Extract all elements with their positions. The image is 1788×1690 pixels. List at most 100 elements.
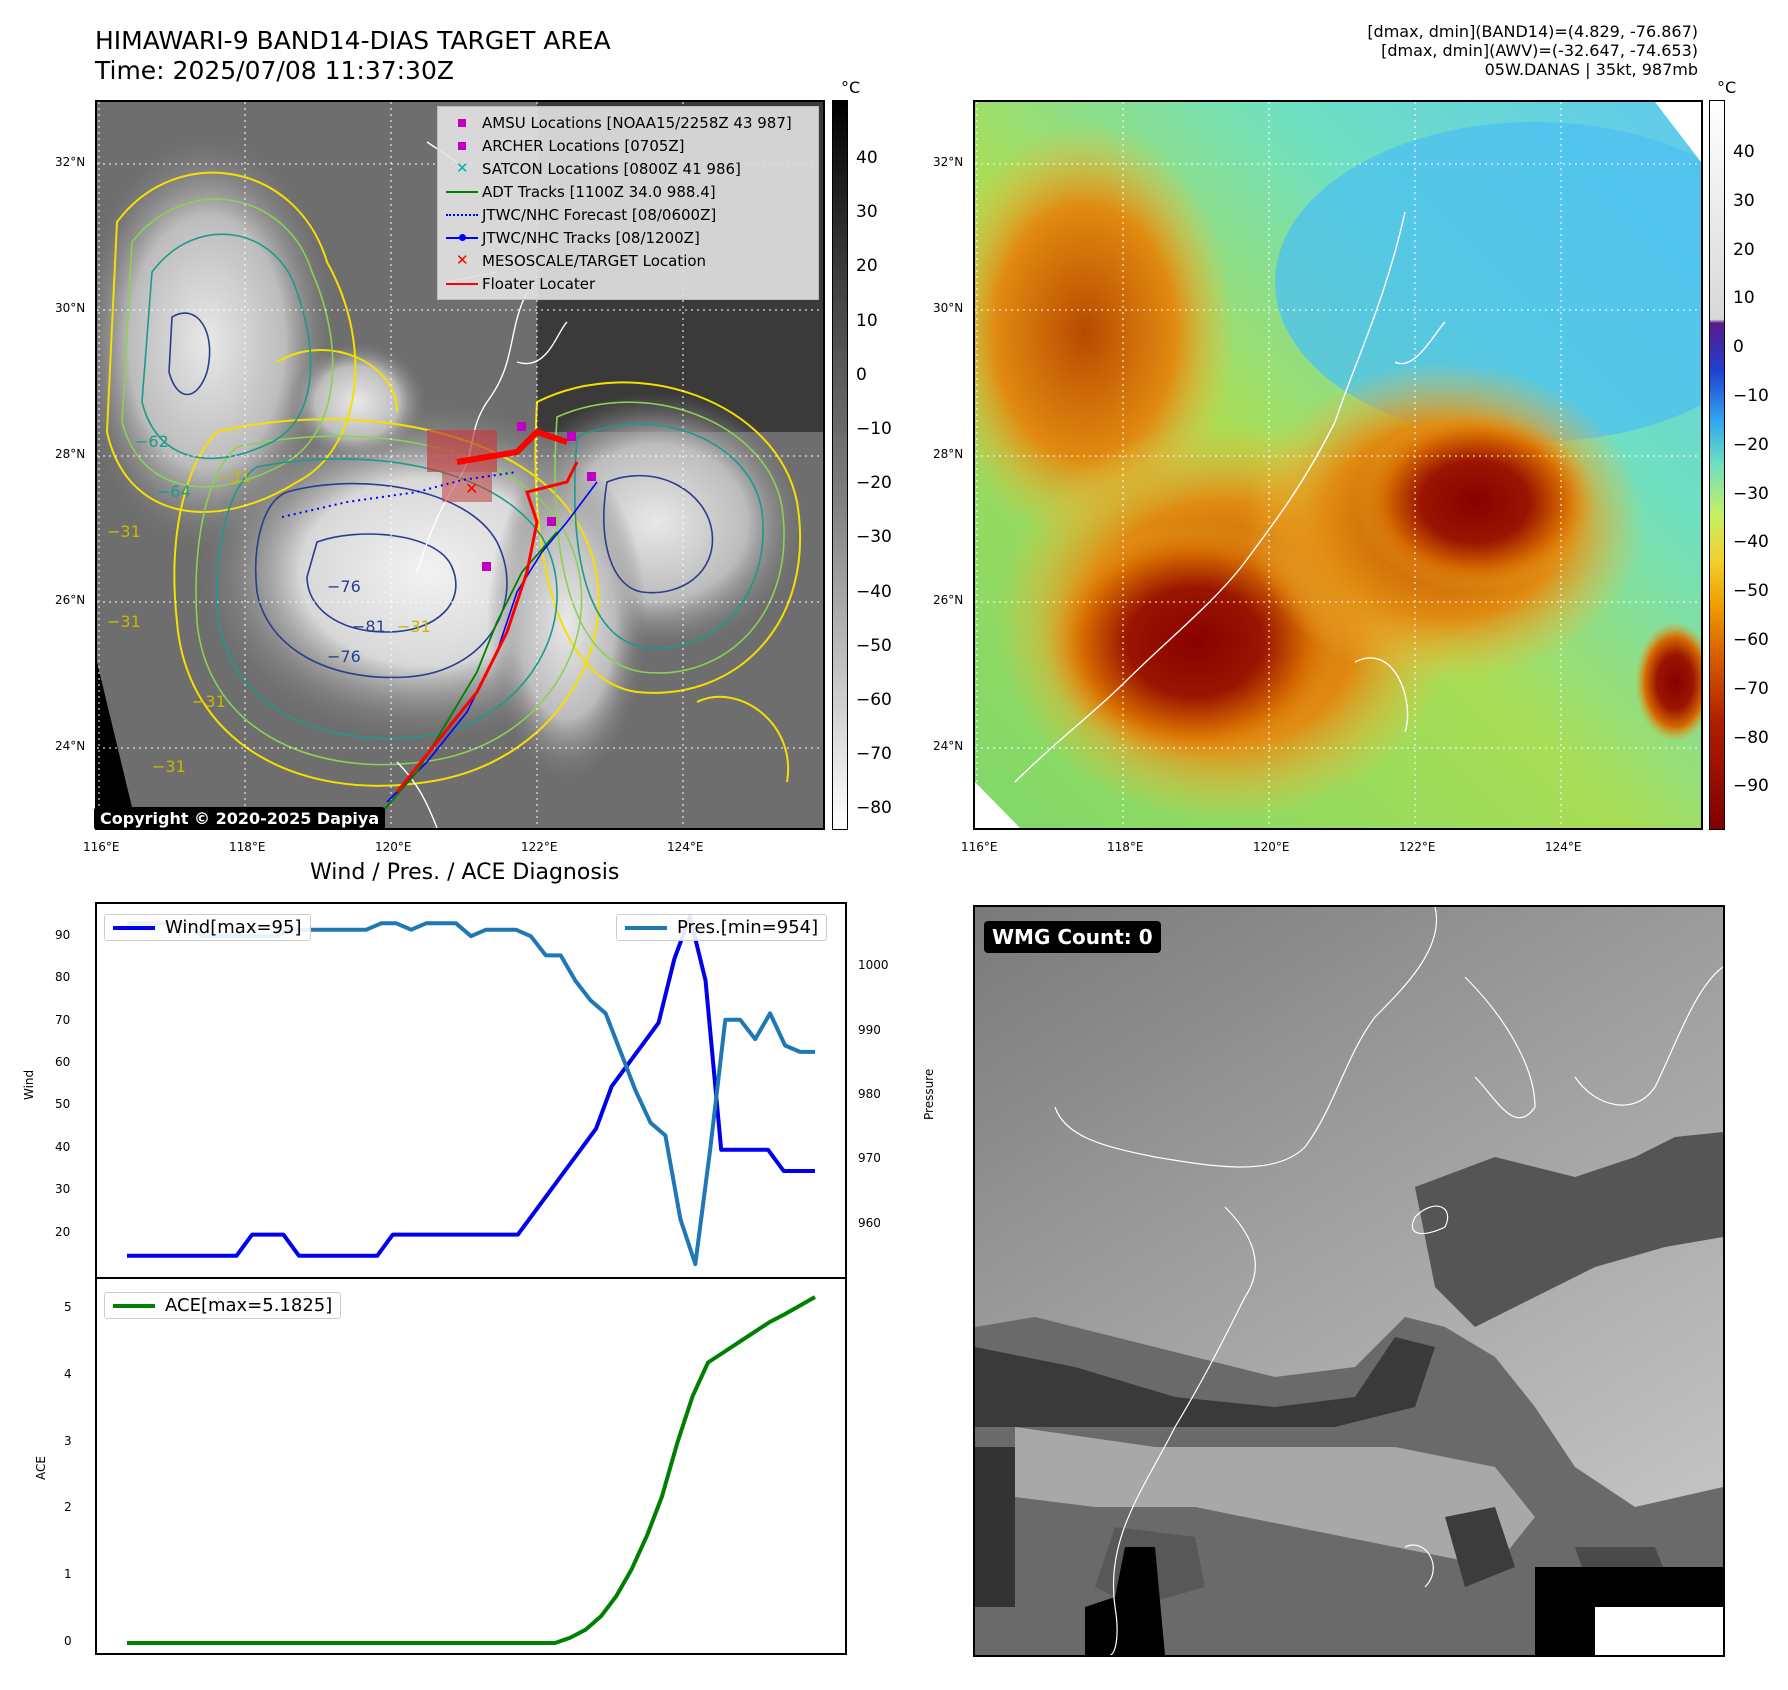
legend-entry: AMSU Locations [NOAA15/2258Z 43 987] [444,111,812,134]
info-block: [dmax, dmin](BAND14)=(4.829, -76.867) [d… [1367,22,1698,79]
legend-entry: ADT Tracks [1100Z 34.0 988.4] [444,180,812,203]
wv-colorbar-unit: °C [1717,78,1737,97]
wv-colorbar-tick: 0 [1733,337,1744,358]
wv-colorbar-tick: 10 [1733,288,1755,309]
ace-tick-label: 0 [64,1633,72,1648]
lon-tick-label: 118°E [229,840,266,854]
legend-symbol-icon [444,183,482,201]
legend-label: ARCHER Locations [0705Z] [482,136,685,155]
wind-tick-label: 80 [55,970,71,985]
wind-legend-label: Wind[max=95] [165,917,302,938]
contour-label: −31 [192,692,226,711]
legend-entry: Floater Locater [444,272,812,295]
pressure-tick-label: 960 [858,1215,881,1230]
legend-entry: ✕ MESOSCALE/TARGET Location [444,249,812,272]
wmg-count-badge: WMG Count: 0 [984,921,1161,953]
wind-tick-label: 40 [55,1139,71,1154]
lon-tick-label: 118°E [1107,840,1144,854]
ir-colorbar-tick: −80 [856,798,892,819]
lon-tick-label: 116°E [961,840,998,854]
legend-entry: JTWC/NHC Tracks [08/1200Z] [444,226,812,249]
lon-tick-label: 116°E [83,840,120,854]
contour-label: −31 [107,612,141,631]
contour-label: −76 [327,577,361,596]
contour-label: −31 [152,757,186,776]
legend-label: SATCON Locations [0800Z 41 986] [482,159,741,178]
ir-colorbar-tick: −10 [856,419,892,439]
wv-colorbar [1709,100,1725,830]
info-line-band14: [dmax, dmin](BAND14)=(4.829, -76.867) [1367,22,1698,41]
diag-title: Wind / Pres. / ACE Diagnosis [310,860,620,885]
pressure-tick-label: 990 [858,1022,881,1037]
pres-legend: Pres.[min=954] [616,914,828,941]
ir-colorbar-tick: −40 [856,581,892,602]
wv-colorbar-tick: 40 [1733,142,1755,162]
wind-tick-label: 60 [55,1055,71,1070]
pres-legend-label: Pres.[min=954] [677,917,819,938]
ir-colorbar-tick: −20 [856,473,892,494]
ace-tick-label: 5 [64,1300,72,1315]
legend-entry: ✕ SATCON Locations [0800Z 41 986] [444,157,812,180]
ir-colorbar-unit: °C [841,78,861,97]
contour-label: −31 [397,617,431,636]
pres-legend-swatch [625,925,667,930]
contour-label: −81 [352,617,386,636]
contour-label: −62 [135,432,169,451]
wv-map-svg [975,102,1701,828]
legend-label: JTWC/NHC Tracks [08/1200Z] [482,228,700,247]
lat-tick-label: 30°N [933,301,964,315]
info-line-storm: 05W.DANAS | 35kt, 987mb [1484,60,1698,79]
legend-symbol-icon [444,114,482,132]
lon-tick-label: 120°E [1253,840,1290,854]
ir-colorbar-tick: −50 [856,635,892,656]
wind-tick-label: 70 [55,1012,71,1027]
ir-colorbar-tick: 20 [856,256,878,277]
ace-legend-label: ACE[max=5.1825] [165,1295,333,1316]
ace-tick-label: 1 [64,1567,72,1582]
pressure-tick-label: 1000 [858,958,889,973]
lon-tick-label: 120°E [375,840,412,854]
ace-legend: ACE[max=5.1825] [104,1292,342,1319]
wind-tick-label: 30 [55,1182,71,1197]
copyright-badge: Copyright © 2020-2025 Dapiya [94,807,386,830]
wv-colorbar-tick: −90 [1733,776,1769,797]
legend-entry: ARCHER Locations [0705Z] [444,134,812,157]
contour-label: −64 [157,482,191,501]
lat-tick-label: 26°N [933,593,964,607]
ir-colorbar-tick: −30 [856,527,892,548]
wv-map-panel [973,100,1703,830]
pressure-tick-label: 980 [858,1086,881,1101]
ace-axis-label: ACE [34,1456,48,1480]
ir-colorbar-tick: 30 [856,202,878,223]
wind-legend-swatch [113,925,155,930]
legend-label: JTWC/NHC Forecast [08/0600Z] [482,205,717,224]
wind-tick-label: 20 [55,1224,71,1239]
page-time: Time: 2025/07/08 11:37:30Z [95,56,454,85]
wv-colorbar-tick: 30 [1733,190,1755,211]
ace-legend-swatch [113,1303,155,1308]
ir-colorbar-tick: 10 [856,310,878,331]
legend-label: Floater Locater [482,274,596,293]
wv-colorbar-tick: −60 [1733,630,1769,650]
pressure-axis-label: Pressure [922,1068,936,1120]
page-title: HIMAWARI-9 BAND14-DIAS TARGET AREA [95,26,611,55]
ace-svg [127,1295,816,1645]
ir-legend: AMSU Locations [NOAA15/2258Z 43 987] ARCH… [437,106,819,300]
wmg-panel [973,905,1725,1657]
lat-tick-label: 24°N [933,739,964,753]
wv-colorbar-tick: −80 [1733,727,1769,748]
wind-axis-label: Wind [22,1069,36,1100]
legend-symbol-icon: ✕ [456,250,469,269]
ace-tick-label: 2 [64,1500,72,1515]
wv-colorbar-tick: −20 [1733,434,1769,455]
legend-entry: JTWC/NHC Forecast [08/0600Z] [444,203,812,226]
lat-tick-label: 32°N [933,155,964,169]
series-line [127,1295,816,1645]
wind-pres-svg [127,914,815,1267]
contour-label: −31 [107,522,141,541]
lon-tick-label: 122°E [521,840,558,854]
legend-symbol-icon [444,275,482,293]
ir-map-panel: ✕ AMSU Locations [NOAA15/2258Z 43 987] AR… [95,100,825,830]
wind-pres-plot [95,902,847,1278]
ir-colorbar-tick: −60 [856,690,892,710]
